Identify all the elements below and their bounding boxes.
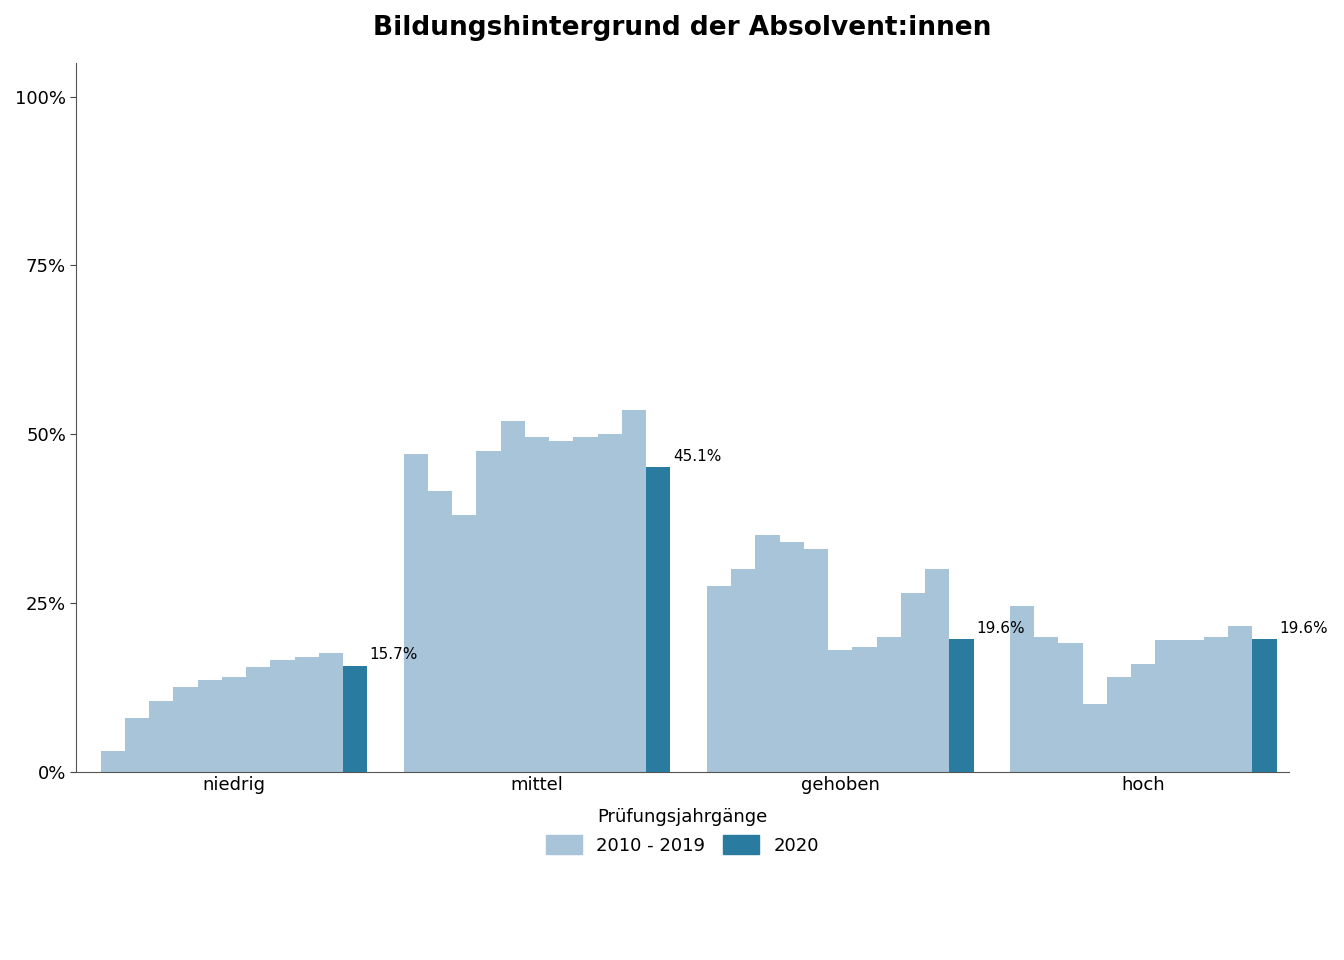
Text: 19.6%: 19.6% <box>1279 621 1328 636</box>
Bar <box>1204 636 1228 772</box>
Bar <box>452 515 477 772</box>
Bar <box>1156 640 1180 772</box>
Bar <box>1058 643 1083 772</box>
Bar <box>1034 636 1058 772</box>
Bar <box>427 492 452 772</box>
Bar <box>949 639 973 772</box>
Bar <box>319 654 343 772</box>
Bar <box>707 586 731 772</box>
Bar <box>731 569 755 772</box>
Bar <box>550 441 574 772</box>
Bar <box>198 681 222 772</box>
Bar <box>526 438 550 772</box>
Bar <box>804 549 828 772</box>
Bar <box>1180 640 1204 772</box>
Bar <box>246 667 270 772</box>
Legend: 2010 - 2019, 2020: 2010 - 2019, 2020 <box>546 808 820 854</box>
Bar <box>343 665 367 772</box>
Title: Bildungshintergrund der Absolvent:innen: Bildungshintergrund der Absolvent:innen <box>374 15 992 41</box>
Bar <box>222 677 246 772</box>
Bar <box>1083 704 1107 772</box>
Bar <box>173 687 198 772</box>
Bar <box>477 451 501 772</box>
Bar <box>900 592 925 772</box>
Bar <box>828 650 852 772</box>
Bar <box>780 542 804 772</box>
Bar <box>1228 627 1253 772</box>
Bar <box>403 454 427 772</box>
Text: 45.1%: 45.1% <box>673 448 722 464</box>
Bar <box>270 660 294 772</box>
Bar <box>1009 606 1034 772</box>
Bar <box>501 420 526 772</box>
Bar <box>852 647 876 772</box>
Bar <box>755 536 780 772</box>
Bar <box>876 636 900 772</box>
Bar <box>149 701 173 772</box>
Bar <box>294 657 319 772</box>
Bar <box>101 752 125 772</box>
Bar <box>598 434 622 772</box>
Bar <box>574 438 598 772</box>
Bar <box>925 569 949 772</box>
Bar <box>646 468 671 772</box>
Bar <box>1132 663 1156 772</box>
Bar <box>125 717 149 772</box>
Text: 15.7%: 15.7% <box>370 647 418 662</box>
Bar <box>1253 639 1277 772</box>
Bar <box>1107 677 1132 772</box>
Bar <box>622 411 646 772</box>
Text: 19.6%: 19.6% <box>976 621 1024 636</box>
